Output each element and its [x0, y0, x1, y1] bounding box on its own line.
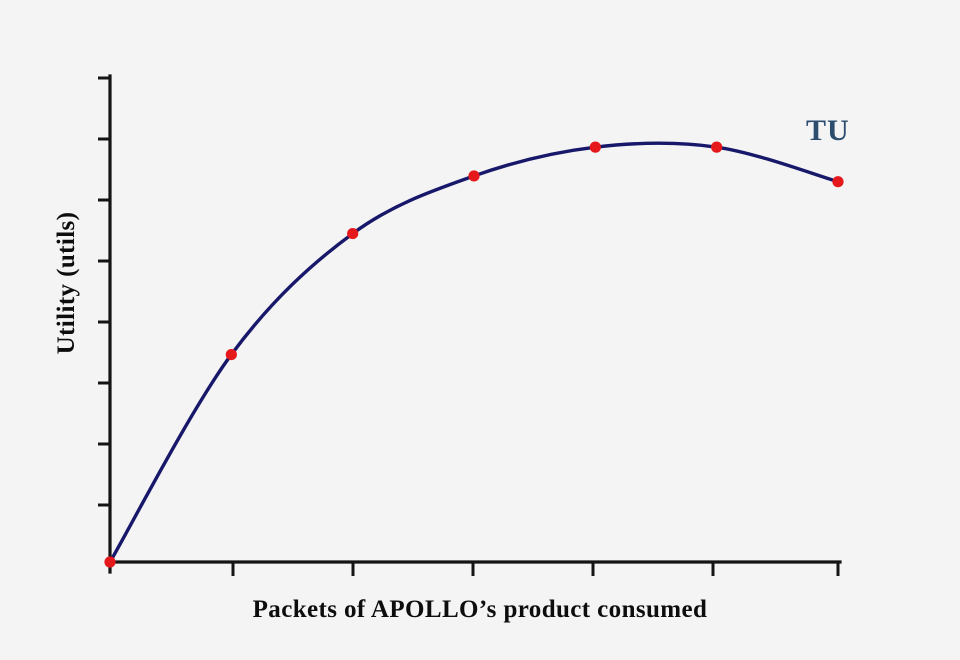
- y-axis-ticks: [98, 76, 110, 507]
- data-point: [589, 141, 601, 153]
- y-axis-label: Utility (utils): [53, 212, 80, 355]
- x-axis-label: Packets of APOLLO’s product consumed: [253, 596, 708, 623]
- y-axis: [98, 74, 112, 574]
- series-label-tu: TU: [806, 114, 850, 147]
- x-axis: [106, 560, 842, 576]
- data-point: [711, 141, 723, 153]
- data-point: [832, 176, 844, 188]
- data-point: [225, 348, 237, 361]
- data-point: [347, 227, 359, 240]
- data-point: [468, 170, 480, 182]
- data-point-group: [104, 141, 844, 568]
- data-point: [104, 556, 116, 568]
- x-axis-ticks: [231, 562, 840, 576]
